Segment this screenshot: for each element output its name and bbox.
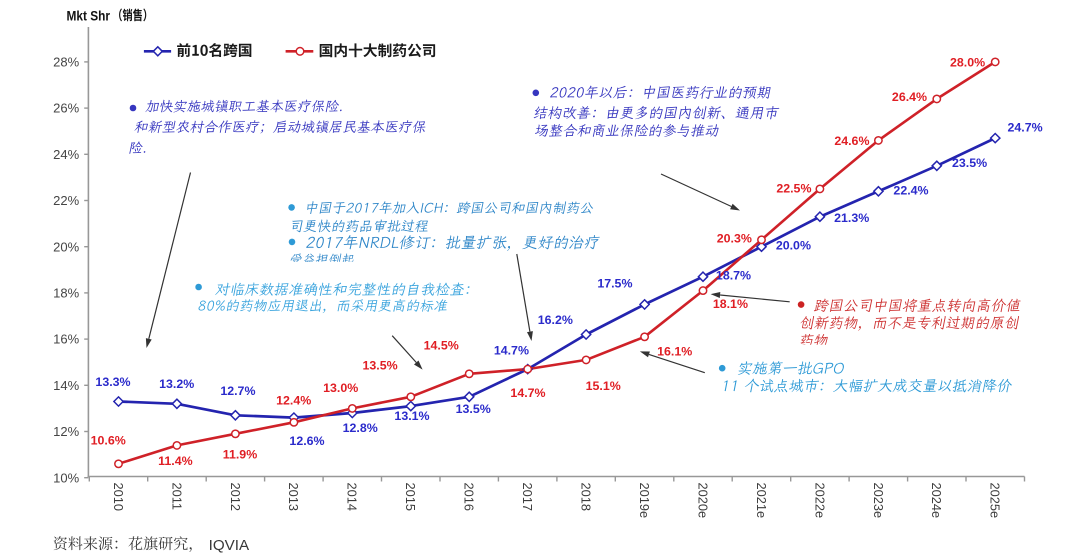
svg-text:2011: 2011 — [169, 483, 184, 511]
svg-text:2023e: 2023e — [871, 483, 886, 519]
svg-text:2015: 2015 — [403, 483, 418, 511]
svg-text:2021e: 2021e — [754, 483, 769, 519]
svg-text:12.7%: 12.7% — [220, 384, 255, 398]
svg-text:2019e: 2019e — [637, 483, 652, 519]
svg-text:13.1%: 13.1% — [394, 409, 429, 423]
svg-text:16.2%: 16.2% — [538, 313, 573, 327]
svg-text:12.8%: 12.8% — [343, 421, 378, 435]
svg-text:26%: 26% — [53, 101, 79, 116]
svg-text:2017: 2017 — [520, 483, 535, 511]
svg-text:13.5%: 13.5% — [363, 358, 398, 372]
svg-text:16.1%: 16.1% — [657, 344, 692, 358]
svg-text:18.1%: 18.1% — [713, 297, 748, 311]
svg-text:13.2%: 13.2% — [159, 377, 194, 391]
svg-text:IQVIA: IQVIA — [209, 537, 250, 554]
svg-text:12.4%: 12.4% — [276, 394, 311, 408]
svg-text:20.3%: 20.3% — [717, 232, 752, 246]
svg-text:28%: 28% — [53, 55, 79, 70]
svg-text:20.0%: 20.0% — [776, 239, 811, 253]
svg-text:13.0%: 13.0% — [323, 381, 358, 395]
svg-text:24.6%: 24.6% — [834, 134, 869, 148]
svg-text:15.1%: 15.1% — [586, 379, 621, 393]
svg-text:22.4%: 22.4% — [893, 183, 928, 197]
svg-text:2018: 2018 — [579, 483, 594, 511]
svg-text:2025e: 2025e — [988, 483, 1003, 519]
svg-text:14.7%: 14.7% — [494, 343, 529, 357]
svg-text:2014: 2014 — [345, 483, 360, 511]
svg-text:20%: 20% — [53, 239, 79, 254]
svg-text:22.5%: 22.5% — [776, 182, 811, 196]
svg-text:13.3%: 13.3% — [95, 375, 130, 389]
svg-text:16%: 16% — [53, 332, 79, 347]
svg-text:2013: 2013 — [286, 483, 301, 511]
svg-text:10%: 10% — [53, 470, 79, 485]
svg-text:2010: 2010 — [111, 483, 126, 511]
svg-text:10.6%: 10.6% — [91, 434, 126, 448]
svg-text:2024e: 2024e — [929, 483, 944, 519]
svg-text:12.6%: 12.6% — [289, 434, 324, 448]
svg-text:24.7%: 24.7% — [1008, 120, 1043, 134]
svg-text:11.9%: 11.9% — [223, 448, 257, 462]
svg-text:11.4%: 11.4% — [158, 454, 192, 468]
svg-text:Mkt Shr: Mkt Shr — [67, 8, 111, 24]
svg-text:14.5%: 14.5% — [424, 339, 459, 353]
svg-text:2016: 2016 — [462, 483, 477, 511]
svg-text:2022e: 2022e — [812, 483, 827, 519]
svg-text:12%: 12% — [53, 424, 79, 439]
svg-text:2012: 2012 — [228, 483, 243, 511]
svg-text:2020e: 2020e — [695, 483, 710, 519]
svg-text:18.7%: 18.7% — [716, 269, 751, 283]
svg-text:13.5%: 13.5% — [456, 402, 491, 416]
svg-text:26.4%: 26.4% — [892, 90, 927, 104]
svg-text:18%: 18% — [53, 286, 79, 301]
svg-text:14.7%: 14.7% — [510, 386, 545, 400]
svg-text:22%: 22% — [53, 193, 79, 208]
svg-text:28.0%: 28.0% — [950, 56, 985, 70]
svg-text:14%: 14% — [53, 378, 79, 393]
svg-text:23.5%: 23.5% — [952, 156, 987, 170]
svg-text:17.5%: 17.5% — [597, 277, 632, 291]
svg-text:21.3%: 21.3% — [834, 211, 869, 225]
svg-text:24%: 24% — [53, 147, 79, 162]
